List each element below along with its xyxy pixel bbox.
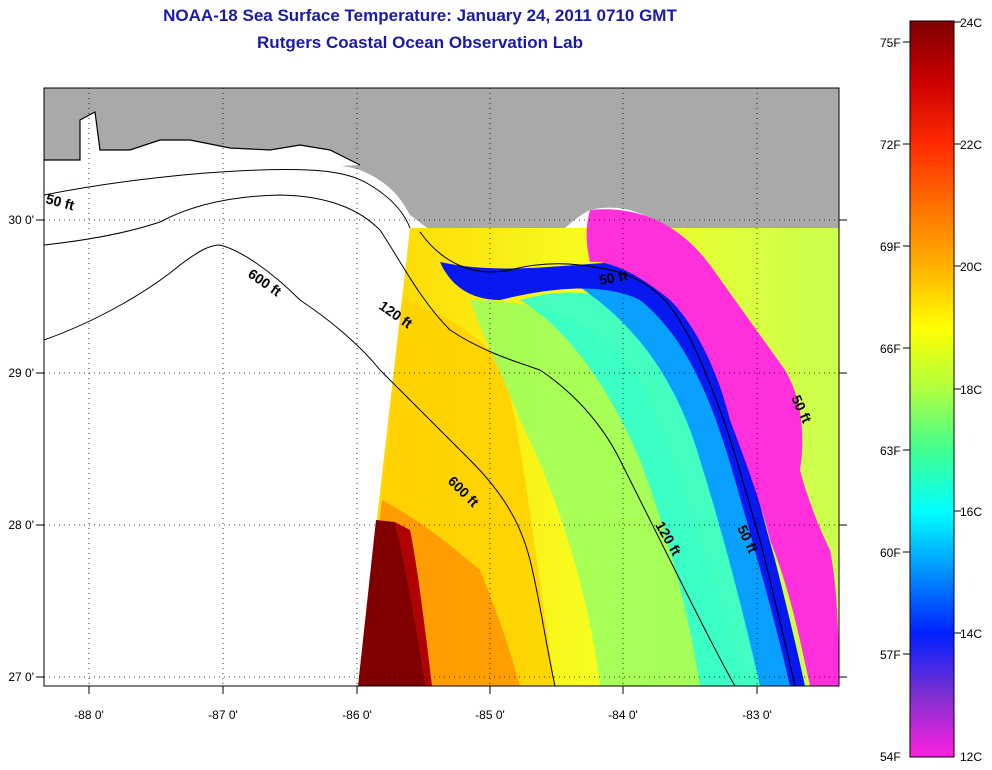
contour-50ft-west	[44, 169, 411, 229]
lon-label: -83 0'	[742, 708, 772, 722]
colorbar-c-label: 14C	[960, 627, 982, 641]
colorbar-f-label: 72F	[880, 138, 901, 152]
colorbar-f-label: 57F	[880, 648, 901, 662]
colorbar-c-label: 20C	[960, 260, 982, 274]
celsius-labels: 24C 22C 20C 18C 16C 14C 12C	[960, 16, 982, 764]
coastline-north	[44, 111, 361, 166]
lon-label: -87 0'	[208, 708, 238, 722]
lon-label: -84 0'	[608, 708, 638, 722]
contour-label: 50 ft	[598, 267, 629, 288]
coastal-bays	[44, 112, 360, 186]
lon-label: -86 0'	[342, 708, 372, 722]
colorbar-c-label: 18C	[960, 383, 982, 397]
axis-ticks	[36, 219, 847, 694]
longitude-labels: -88 0' -87 0' -86 0' -85 0' -84 0' -83 0…	[74, 708, 772, 722]
colorbar-f-label: 54F	[880, 750, 901, 764]
colorbar-c-label: 22C	[960, 138, 982, 152]
colorbar-c-label: 16C	[960, 505, 982, 519]
contour-50ft-east	[419, 231, 796, 686]
map-frame	[43, 87, 840, 687]
contour-120ft	[44, 194, 736, 686]
bathymetry-contours	[44, 169, 796, 686]
sst-data-swath	[358, 209, 839, 686]
colorbar-f-label: 63F	[880, 444, 901, 458]
colorbar-ticks	[903, 21, 961, 655]
colorbar-f-label: 60F	[880, 546, 901, 560]
colorbar-c-label: 24C	[960, 16, 982, 30]
lat-label: 30 0'	[8, 213, 34, 227]
map-panel: 50 ft 600 ft 120 ft 600 ft 120 ft 50 ft …	[44, 88, 839, 686]
colorbar-scale	[909, 20, 955, 758]
colorbar-f-label: 66F	[880, 342, 901, 356]
colorbar-f-label: 75F	[880, 36, 901, 50]
contour-600ft	[44, 244, 556, 686]
lon-label: -85 0'	[475, 708, 505, 722]
colorbar-f-label: 69F	[880, 240, 901, 254]
fahrenheit-labels: 75F 72F 69F 66F 63F 60F 57F 54F	[880, 36, 901, 764]
lat-label: 28 0'	[8, 518, 34, 532]
colorbar: 75F 72F 69F 66F 63F 60F 57F 54F 24C 22C …	[880, 16, 982, 764]
colorbar-c-label: 12C	[960, 750, 982, 764]
lon-label: -88 0'	[74, 708, 104, 722]
contour-label: 50 ft	[44, 190, 76, 213]
map-subtitle: Rutgers Coastal Ocean Observation Lab	[257, 33, 583, 52]
map-title: NOAA-18 Sea Surface Temperature: January…	[163, 6, 677, 25]
latitude-labels: 30 0' 29 0' 28 0' 27 0'	[8, 213, 34, 684]
lat-label: 27 0'	[8, 670, 34, 684]
lat-label: 29 0'	[8, 366, 34, 380]
